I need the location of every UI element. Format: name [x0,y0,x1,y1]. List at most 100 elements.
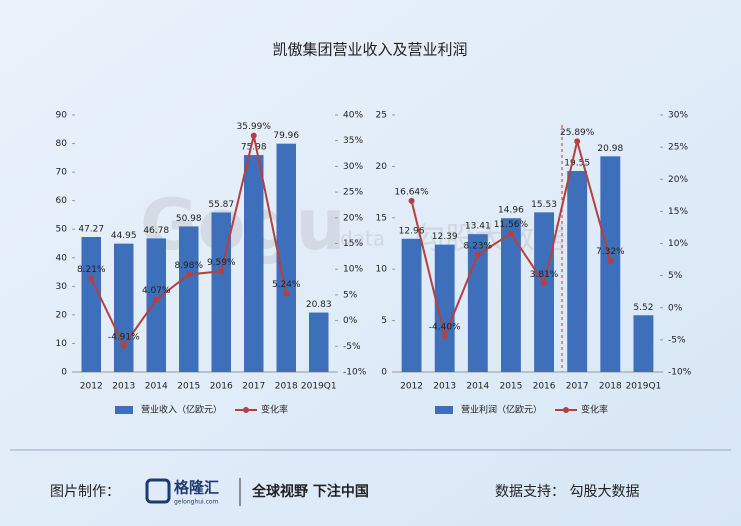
x-tick-label: 2016 [533,382,556,392]
data-label: 44.95 [111,231,137,241]
data-label: 15.53 [531,200,557,210]
y2-tick-label: 20% [668,175,688,185]
y2-tick-label: 25% [343,188,363,198]
y-tick-label: 70 [56,168,68,178]
x-tick-label: 2019Q1 [626,382,662,392]
y2-tick-label: 30% [343,162,363,172]
data-label: 47.27 [78,225,104,235]
marker [153,296,160,303]
bar [211,212,231,372]
marker [474,251,481,258]
y2-tick-label: 0% [668,303,683,313]
x-tick-label: 2013 [112,382,135,392]
marker [283,290,290,297]
y2-tick-label: -10% [668,368,692,378]
data-label: 25.89% [560,128,595,138]
bar [309,312,329,372]
y2-tick-label: -10% [343,368,367,378]
y-tick-label: 60 [56,196,68,206]
data-label: 16.64% [394,187,429,197]
legend-swatch [243,407,249,413]
bar [567,171,588,372]
y2-tick-label: 0% [343,316,358,326]
x-tick-label: 2015 [499,382,522,392]
y2-tick-label: 30% [668,111,688,121]
x-tick-label: 2016 [210,382,233,392]
y-tick-label: 80 [56,139,68,149]
x-tick-label: 2015 [177,382,200,392]
y2-tick-label: 10% [343,265,363,275]
data-label: 46.78 [143,226,169,236]
data-label: 12.96 [399,226,425,236]
footer-site: gelonghui.com [174,499,219,506]
x-tick-label: 2017 [242,382,265,392]
x-tick-label: 2018 [275,382,298,392]
watermark: Gogu [140,184,346,266]
data-label: 5.24% [272,280,301,290]
marker [441,333,448,340]
x-tick-label: 2014 [145,382,168,392]
x-tick-label: 2013 [433,382,456,392]
legend-label: 变化率 [261,404,288,416]
x-tick-label: 2012 [400,382,423,392]
bar [600,156,621,372]
data-label: 55.87 [208,200,234,210]
y-tick-label: 5 [381,316,387,326]
marker [507,230,514,237]
x-tick-label: 2014 [466,382,489,392]
data-label: 5.52 [633,303,653,313]
y2-tick-label: 10% [668,239,688,249]
data-label: 75.98 [241,143,267,153]
bar [114,243,134,372]
y-tick-label: 0 [61,368,67,378]
bar [244,155,264,372]
marker [574,138,581,145]
legend-label: 营业收入（亿欧元） [141,404,222,416]
data-label: 50.98 [176,214,202,224]
footer-source: 数据支持： 勾股大数据 [495,484,639,500]
footer-logo: 格隆汇 [174,479,219,497]
bar [434,244,455,372]
marker [250,132,257,139]
legend-swatch [563,407,569,413]
data-label: 8.23% [464,241,493,251]
data-label: -4.91% [108,332,140,342]
marker [541,280,548,287]
y2-tick-label: 5% [668,271,683,281]
y2-tick-label: 40% [343,111,363,121]
marker [88,275,95,282]
data-label: 11.56% [494,220,529,230]
y-tick-label: 30 [56,282,68,292]
bar [276,143,296,372]
y-tick-label: 0 [381,368,387,378]
legend-swatch [435,406,453,414]
x-tick-label: 2018 [599,382,622,392]
data-label: 19.55 [564,159,590,169]
x-tick-label: 2012 [80,382,103,392]
bar [401,238,422,372]
y2-tick-label: 15% [668,207,688,217]
y2-tick-label: 5% [343,290,358,300]
y-tick-label: 90 [56,111,68,121]
legend-swatch [115,406,133,414]
data-label: 79.96 [273,131,299,141]
marker [218,268,225,275]
y2-tick-label: 15% [343,239,363,249]
data-label: 35.99% [237,122,272,132]
x-tick-label: 2017 [566,382,589,392]
y-tick-label: 20 [56,310,68,320]
legend-label: 变化率 [581,404,608,416]
legend-label: 营业利润（亿欧元） [461,404,542,416]
y-tick-label: 20 [376,162,388,172]
y-tick-label: 40 [56,253,68,263]
data-label: 9.59% [207,258,236,268]
watermark: data [340,227,385,251]
y2-tick-label: -5% [343,342,361,352]
data-label: 8.21% [77,265,106,275]
bar [534,212,554,372]
y-tick-label: 15 [376,213,387,223]
marker [408,197,415,204]
bar [501,218,521,372]
data-label: 13.41 [465,222,491,232]
